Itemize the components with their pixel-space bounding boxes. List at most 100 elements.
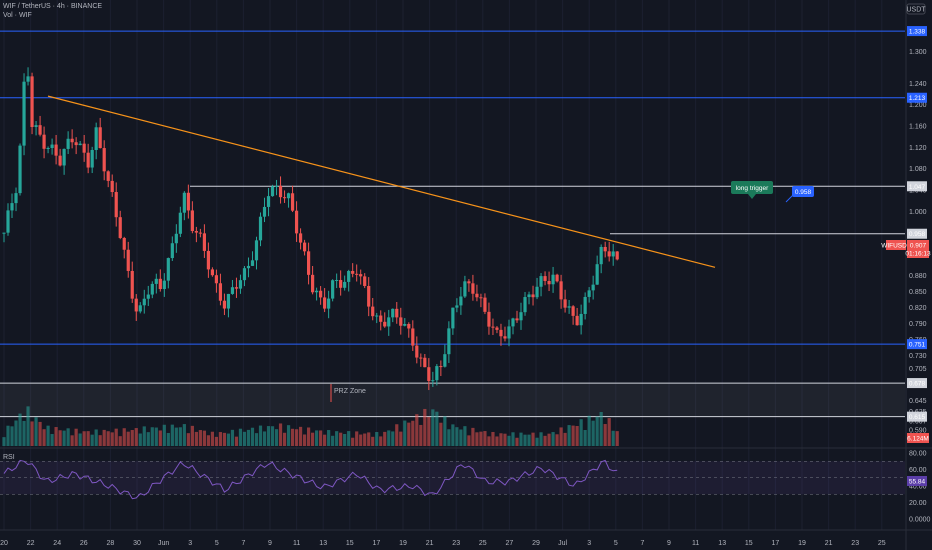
- candle-body: [415, 345, 419, 358]
- rsi-tick-label: 0.0000: [909, 517, 931, 524]
- time-tick-label: 7: [640, 540, 644, 547]
- time-tick-label: 30: [133, 540, 141, 547]
- volume-bar: [467, 435, 471, 446]
- candle-body: [202, 233, 206, 251]
- time-tick-label: 13: [718, 540, 726, 547]
- volume-bar: [611, 430, 615, 446]
- candle-body: [174, 233, 178, 244]
- candle-body: [531, 294, 535, 298]
- candle-body: [286, 193, 291, 199]
- candle-body: [102, 148, 106, 172]
- candle-body: [563, 299, 567, 308]
- candle-body: [290, 193, 295, 211]
- time-tick-label: 15: [346, 540, 354, 547]
- candle-body: [443, 354, 447, 367]
- candle-body: [467, 281, 471, 284]
- current-price-tag-bg: [907, 240, 929, 258]
- time-tick-label: 24: [53, 540, 61, 547]
- candle-body: [162, 280, 166, 290]
- time-tick-label: 19: [798, 540, 806, 547]
- level-price-tag: 0.678: [909, 381, 926, 388]
- candle-body: [535, 286, 539, 298]
- volume-bar: [210, 431, 215, 446]
- candle-body: [42, 134, 46, 149]
- candle-body: [471, 283, 475, 294]
- candle-body: [479, 297, 483, 299]
- volume-bar: [290, 428, 295, 446]
- volume-bar: [190, 425, 194, 446]
- candle-body: [206, 250, 210, 270]
- volume-bar: [507, 435, 511, 446]
- level-price-tag-bg: [907, 26, 927, 37]
- candle-body: [451, 307, 455, 329]
- price-tick-label: 1.300: [909, 49, 927, 56]
- volume-bar: [599, 411, 603, 446]
- candle-body: [274, 185, 279, 187]
- volume-bar: [78, 433, 82, 446]
- volume-bar: [106, 431, 110, 446]
- candle-body: [190, 210, 194, 232]
- volume-bar: [182, 424, 186, 446]
- volume-bar: [62, 430, 66, 446]
- volume-bar: [347, 431, 351, 446]
- volume-bar: [46, 425, 50, 446]
- volume-bar: [214, 436, 219, 446]
- price-tick-label: 0.790: [909, 321, 927, 328]
- volume-bar: [339, 432, 343, 446]
- candle-body: [591, 284, 595, 291]
- candle-body: [339, 279, 343, 288]
- volume-bar: [583, 429, 587, 446]
- candle-body: [519, 312, 523, 321]
- volume-bar: [18, 413, 22, 446]
- candle-body: [30, 76, 34, 128]
- volume-bar: [331, 435, 335, 446]
- candle-body: [62, 148, 66, 166]
- volume-bar: [439, 422, 443, 446]
- volume-bar: [162, 424, 166, 446]
- candle-body: [367, 285, 371, 307]
- price-tick-label: 1.000: [909, 209, 927, 216]
- volume-bar: [315, 430, 319, 446]
- volume-bar: [262, 431, 267, 446]
- candle-body: [138, 305, 142, 312]
- volume-bar: [419, 424, 423, 446]
- candle-body: [170, 243, 174, 259]
- rsi-line: [3, 459, 618, 500]
- volume-bar: [527, 434, 531, 446]
- volume-bar: [595, 416, 599, 446]
- candle-body: [158, 278, 162, 290]
- candle-body: [503, 336, 507, 339]
- volume-bar: [447, 429, 451, 446]
- volume-bar: [130, 430, 134, 446]
- candle-body: [419, 357, 423, 359]
- volume-bar: [511, 432, 515, 446]
- volume-bar: [2, 437, 6, 446]
- candle-body: [98, 127, 102, 149]
- time-tick-label: Jul: [558, 540, 567, 547]
- volume-tag: 6.124M: [907, 436, 929, 443]
- symbol-tag: WIFUSDT: [881, 243, 911, 250]
- candle-body: [86, 152, 90, 168]
- candle-body: [527, 294, 531, 298]
- candle-body: [459, 296, 463, 306]
- volume-bar: [302, 434, 307, 446]
- volume-bar: [90, 434, 94, 446]
- price-tick-label: 1.160: [909, 124, 927, 131]
- volume-bar: [515, 437, 519, 446]
- price-tick-label: 0.820: [909, 305, 927, 312]
- prz-zone-label: PRZ Zone: [334, 388, 366, 395]
- volume-bar: [403, 420, 407, 446]
- long-trigger-label: long trigger: [736, 185, 769, 192]
- time-tick-label: 9: [667, 540, 671, 547]
- time-tick-label: 9: [268, 540, 272, 547]
- volume-bar: [86, 431, 90, 446]
- volume-bar: [475, 432, 479, 446]
- volume-bar: [202, 430, 206, 446]
- candle-body: [226, 293, 231, 309]
- price-tick-label: 0.607: [909, 418, 927, 425]
- time-tick-label: 25: [479, 540, 487, 547]
- candle-body: [122, 237, 126, 250]
- volume-bar: [351, 437, 355, 446]
- time-tick-label: 5: [215, 540, 219, 547]
